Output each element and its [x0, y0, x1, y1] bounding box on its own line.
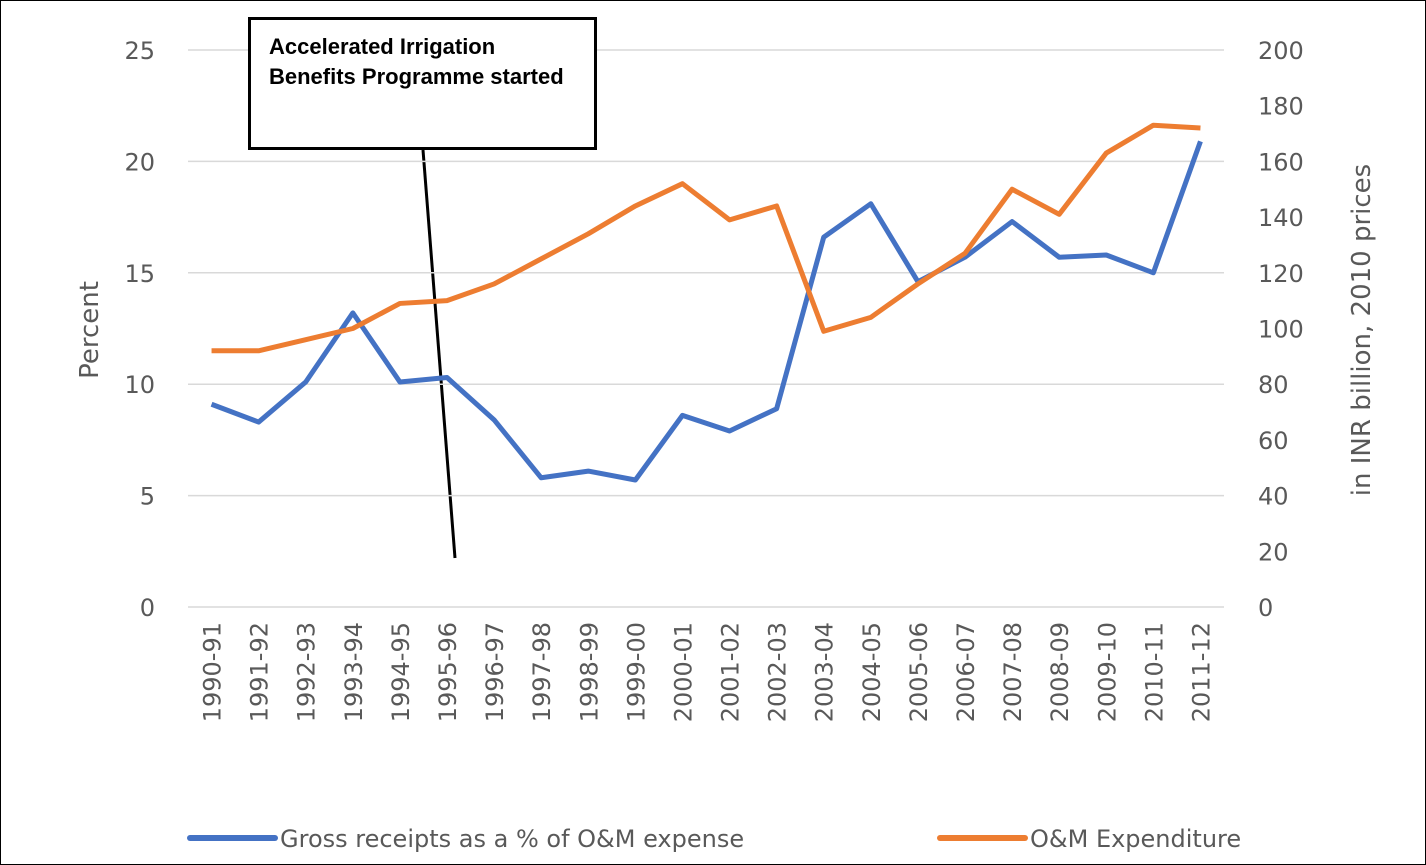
y2-tick-label: 20	[1258, 538, 1289, 566]
x-tick-label: 2002-03	[764, 622, 792, 722]
x-tick-label: 2010-11	[1140, 622, 1168, 722]
x-tick-label: 1994-95	[387, 622, 415, 722]
x-tick-label: 1997-98	[528, 622, 556, 722]
annotation: Accelerated Irrigation Benefits Programm…	[248, 17, 597, 150]
y-axis-title: Percent	[75, 281, 105, 379]
y2-tick-label: 0	[1258, 594, 1273, 622]
x-tick-label: 1991-92	[246, 622, 274, 722]
y2-tick-label: 60	[1258, 427, 1289, 455]
x-tick-label: 2001-02	[717, 622, 745, 722]
x-tick-label: 2011-12	[1187, 622, 1215, 722]
x-tick-label: 1992-93	[293, 622, 321, 722]
y-tick-label: 10	[124, 371, 155, 399]
x-tick-label: 1999-00	[622, 622, 650, 722]
y2-tick-label: 160	[1258, 148, 1304, 176]
y-tick-label: 20	[124, 148, 155, 176]
x-tick-label: 2006-07	[952, 622, 980, 722]
x-tick-label: 1993-94	[340, 622, 368, 722]
x-tick-label: 2009-10	[1093, 622, 1121, 722]
x-tick-label: 2003-04	[811, 622, 839, 722]
x-tick-label: 2004-05	[858, 622, 886, 722]
y-tick-label: 5	[140, 483, 155, 511]
y-tick-label: 0	[140, 594, 155, 622]
y2-tick-label: 120	[1258, 260, 1304, 288]
annotation-arrow	[421, 149, 457, 559]
x-tick-label: 1990-91	[199, 622, 227, 722]
x-tick-label: 2008-09	[1046, 622, 1074, 722]
y2-tick-label: 80	[1258, 371, 1289, 399]
x-tick-label: 2000-01	[669, 622, 697, 722]
x-tick-label: 1996-97	[481, 622, 509, 722]
y2-tick-label: 40	[1258, 483, 1289, 511]
legend-label: O&M Expenditure	[1030, 825, 1241, 853]
y2-tick-label: 200	[1258, 37, 1304, 65]
y2-axis-title: in INR billion, 2010 prices	[1347, 164, 1377, 496]
x-tick-label: 1995-96	[434, 622, 462, 722]
x-tick-label: 2005-06	[905, 622, 933, 722]
x-tick-label: 2007-08	[999, 622, 1027, 722]
y2-tick-label: 180	[1258, 93, 1304, 121]
y2-tick-label: 100	[1258, 316, 1304, 344]
series-line	[211, 122, 1201, 354]
y-tick-label: 15	[124, 260, 155, 288]
y2-tick-label: 140	[1258, 204, 1304, 232]
y-tick-label: 25	[124, 37, 155, 65]
x-tick-label: 1998-99	[575, 622, 603, 722]
series-line	[210, 140, 1203, 483]
legend-label: Gross receipts as a % of O&M expense	[280, 825, 744, 853]
